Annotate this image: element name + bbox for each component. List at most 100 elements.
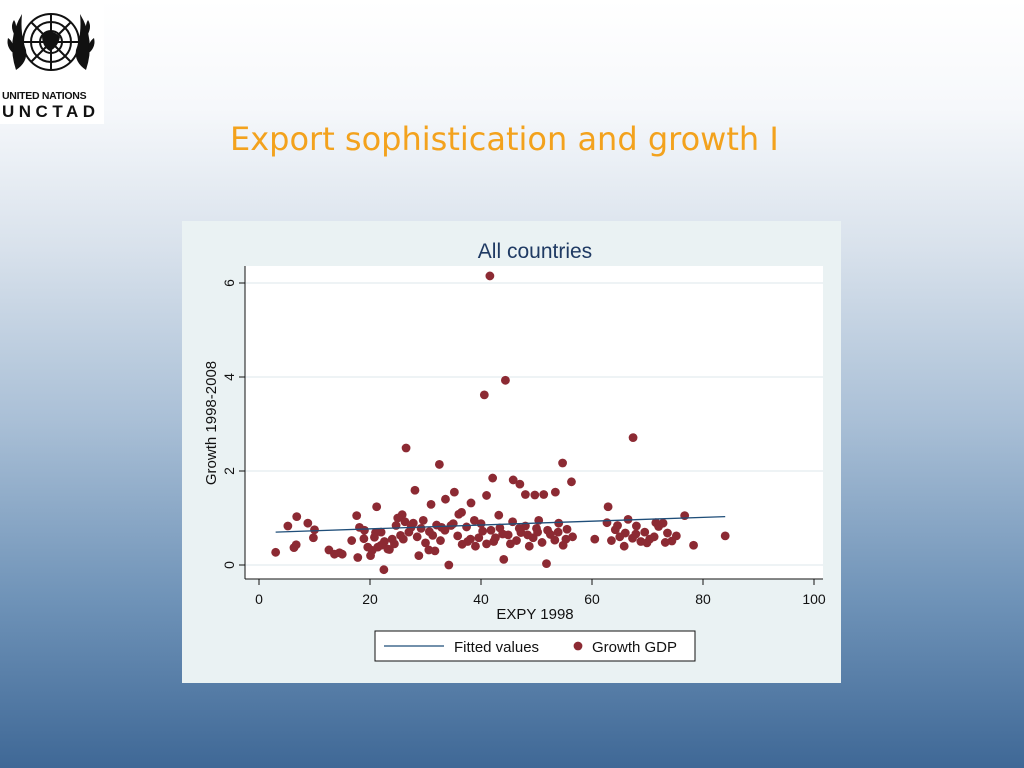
un-logo: UNITED NATIONS UNCTAD <box>0 0 104 124</box>
data-point <box>469 515 479 525</box>
y-tick-label: 6 <box>221 279 237 287</box>
data-point <box>476 519 486 529</box>
data-point <box>449 487 459 497</box>
legend-fitted-label: Fitted values <box>454 639 539 656</box>
data-point <box>426 499 436 509</box>
data-point <box>462 522 471 532</box>
data-point <box>523 530 533 540</box>
y-tick-label: 2 <box>221 467 237 475</box>
data-point <box>543 525 552 535</box>
data-point <box>291 540 301 550</box>
data-point <box>508 517 518 527</box>
data-point <box>353 553 363 562</box>
data-point <box>485 271 495 281</box>
x-tick-label: 100 <box>802 591 826 607</box>
fitted-values-line <box>275 515 726 533</box>
data-point <box>613 521 622 530</box>
data-point <box>524 541 534 551</box>
logo-text-unctad: UNCTAD <box>2 102 100 121</box>
axes <box>244 266 823 580</box>
data-point <box>514 523 524 533</box>
data-point <box>372 502 382 512</box>
data-point <box>553 527 563 537</box>
data-point <box>689 540 698 550</box>
data-point <box>550 535 560 545</box>
data-point <box>430 546 440 556</box>
data-point <box>590 534 600 544</box>
data-point <box>619 541 629 551</box>
y-tick-label: 0 <box>221 561 237 569</box>
data-point <box>498 529 508 539</box>
data-point <box>401 443 411 453</box>
data-point <box>607 536 616 545</box>
data-point <box>436 536 445 545</box>
data-point <box>418 515 428 525</box>
data-point <box>521 490 530 499</box>
data-point <box>393 513 403 523</box>
data-point <box>424 527 434 537</box>
data-point <box>620 528 630 538</box>
data-point <box>441 494 450 504</box>
x-tick-label: 40 <box>473 591 489 607</box>
data-point <box>568 532 577 542</box>
slide-title: Export sophistication and growth I <box>230 120 779 158</box>
data-point <box>663 528 672 538</box>
data-point <box>499 554 509 564</box>
legend-growth-swatch <box>573 641 583 651</box>
data-point <box>360 525 369 535</box>
data-point <box>454 509 464 519</box>
x-axis-ticks: 0 20 40 60 80 100 <box>255 579 826 607</box>
data-point <box>453 531 463 541</box>
data-point <box>352 511 362 521</box>
data-point <box>567 477 576 487</box>
data-point <box>720 531 730 541</box>
data-point <box>414 551 424 560</box>
data-point <box>603 502 613 512</box>
data-point <box>390 539 399 549</box>
data-point <box>292 512 302 521</box>
y-axis-ticks: 0 2 4 6 <box>221 279 245 569</box>
x-tick-label: 20 <box>362 591 378 607</box>
data-point <box>416 523 426 533</box>
data-point <box>632 521 641 531</box>
data-point <box>642 538 652 548</box>
data-point <box>479 390 489 400</box>
chart-title: All countries <box>478 240 592 263</box>
data-point <box>335 548 344 558</box>
data-point <box>471 541 480 551</box>
data-point <box>561 534 571 544</box>
data-point <box>658 518 668 528</box>
data-point <box>385 545 394 554</box>
y-tick-label: 4 <box>221 373 237 381</box>
data-point <box>554 518 564 528</box>
gridlines <box>245 282 823 566</box>
data-point <box>640 527 650 537</box>
data-point <box>602 518 612 528</box>
data-point <box>398 534 408 544</box>
data-point <box>532 523 541 533</box>
un-emblem-icon <box>7 13 95 71</box>
data-point <box>283 521 293 531</box>
data-point <box>444 560 454 570</box>
data-point <box>482 491 491 500</box>
data-point <box>631 529 641 539</box>
data-point <box>474 533 484 543</box>
data-point <box>660 538 670 547</box>
data-point <box>367 546 377 555</box>
data-point <box>347 536 357 545</box>
data-point <box>488 473 498 483</box>
data-point <box>434 460 444 469</box>
data-point <box>359 534 369 544</box>
x-tick-label: 80 <box>695 591 711 607</box>
data-point <box>463 537 473 546</box>
data-point <box>371 528 380 537</box>
data-point <box>400 517 410 527</box>
data-point <box>550 487 560 497</box>
logo-text-united-nations: UNITED NATIONS <box>2 90 87 102</box>
y-axis-title: Growth 1998-2008 <box>203 361 220 485</box>
data-point <box>437 523 446 532</box>
data-point <box>412 532 422 542</box>
chart-panel: All countries 0 20 40 60 80 100 0 2 4 6 EXPY 199… <box>182 221 841 683</box>
data-point <box>421 538 430 548</box>
data-point <box>482 539 491 549</box>
